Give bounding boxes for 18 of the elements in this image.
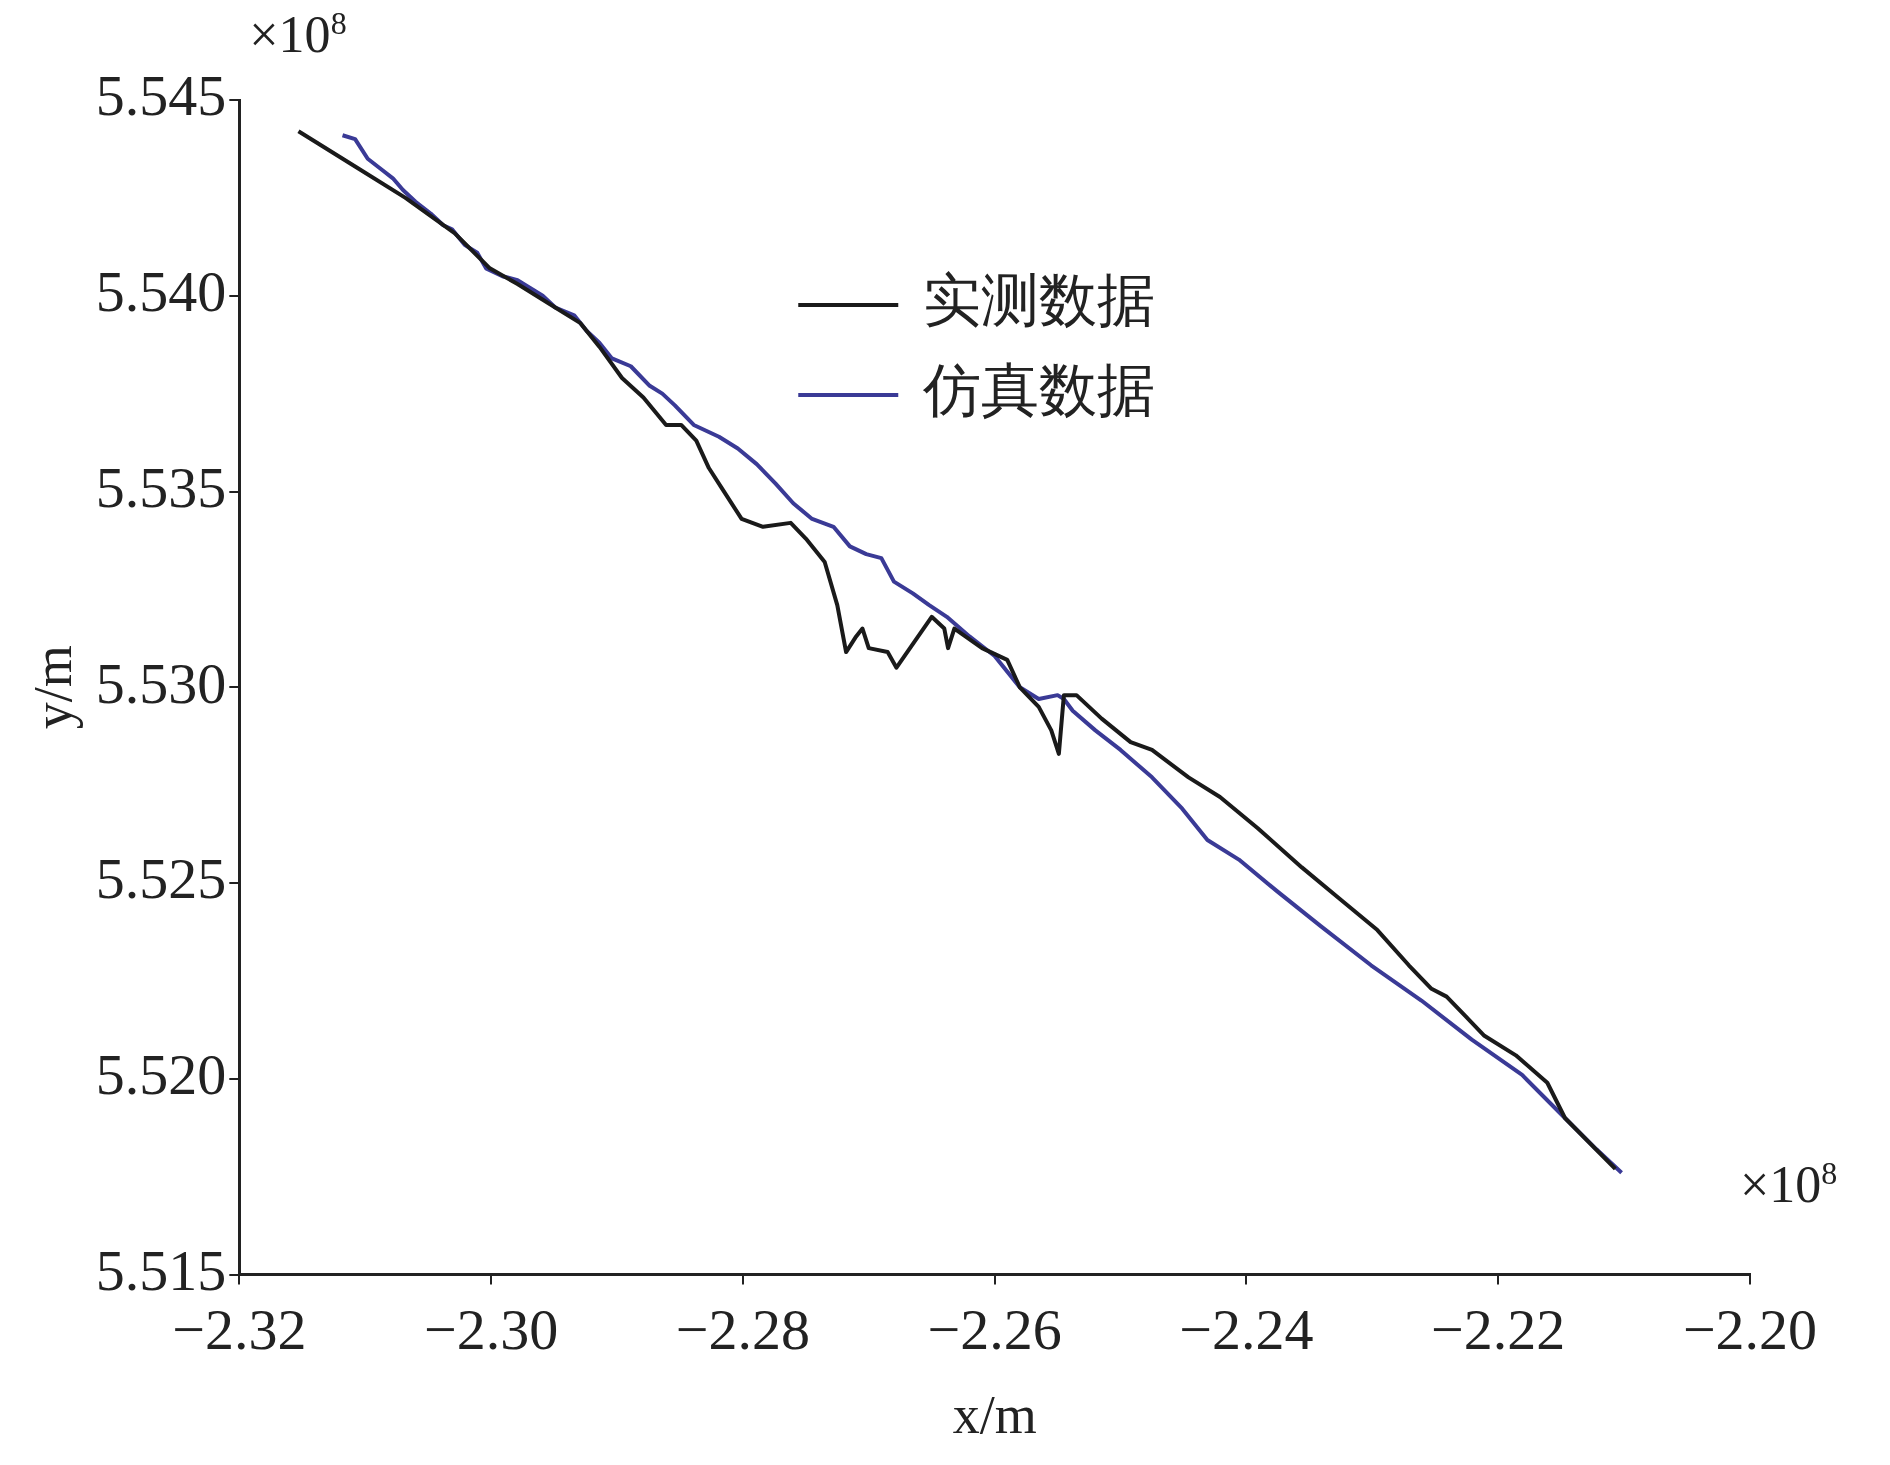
x-tick-label: −2.24 — [1179, 1296, 1314, 1362]
y-tick-label: 5.545 — [95, 63, 227, 129]
y-tick-label: 5.540 — [95, 259, 227, 324]
x-tick-label: −2.22 — [1431, 1296, 1566, 1362]
y-axis-title: y/m — [22, 645, 83, 730]
y-tick-label: 5.535 — [95, 454, 227, 520]
text: ×10$^{8}$ — [249, 5, 347, 65]
x-tick-label: −2.20 — [1682, 1296, 1818, 1362]
y-tick-label: 5.530 — [95, 650, 227, 716]
y-tick-label: 5.525 — [95, 846, 227, 912]
annotation: ×10$^{8}$ — [1740, 1154, 1838, 1214]
legend-label: 仿真数据 — [922, 358, 1156, 424]
x-tick-label: −2.26 — [927, 1296, 1062, 1362]
x-axis-title: x/m — [952, 1384, 1037, 1445]
legend-label: 实测数据 — [923, 268, 1156, 334]
x-tick-label: −2.28 — [675, 1296, 810, 1362]
x-tick-label: −2.30 — [423, 1296, 559, 1362]
y-tick-label: 5.520 — [95, 1042, 227, 1108]
